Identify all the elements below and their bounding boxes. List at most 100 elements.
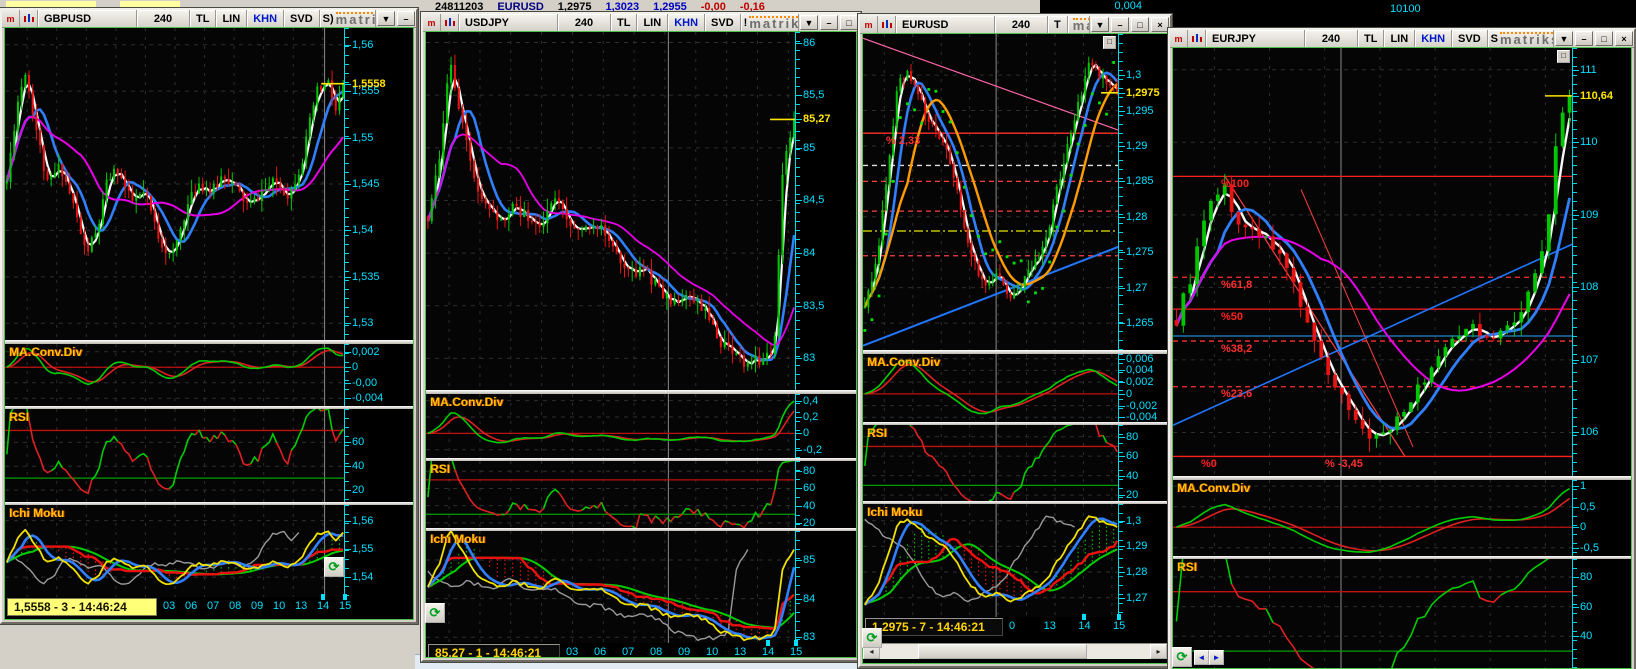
- indicator-panel-macd[interactable]: MA.Conv.Div 0,006 0,004 0,002 0 -0,002 -0,004: [863, 354, 1167, 422]
- matriks-logo-text: matriks: [335, 11, 375, 26]
- dropdown-button[interactable]: ▼: [1091, 17, 1109, 32]
- price-plot[interactable]: [426, 32, 796, 390]
- toolbar-button-240[interactable]: 240: [558, 14, 611, 31]
- rsi-plot[interactable]: [5, 409, 345, 502]
- fib-level-label: %38,2: [1221, 343, 1253, 355]
- scroll-track[interactable]: [880, 644, 1150, 659]
- indicator-panel-ichi[interactable]: Ichi Moku 1,56 1,55 1,54: [5, 505, 413, 597]
- toolbar-button-svd[interactable]: SVD: [284, 10, 320, 27]
- macd-plot[interactable]: [863, 354, 1119, 422]
- panel-maximize-button[interactable]: □: [1557, 50, 1570, 63]
- background-cell: [120, 1, 180, 8]
- minimize-button[interactable]: –: [1111, 17, 1129, 32]
- panel-maximize-button[interactable]: □: [1103, 36, 1116, 49]
- indicator-panel-rsi[interactable]: RSI 60 40 20: [5, 409, 413, 502]
- toolbar-button-lin[interactable]: LIN: [637, 14, 669, 31]
- system-menu-icon[interactable]: m: [2, 10, 20, 27]
- toolbar-button-khn[interactable]: KHN: [1415, 30, 1453, 47]
- chart-type-icon[interactable]: [878, 16, 896, 33]
- refresh-icon[interactable]: ⟳: [425, 603, 445, 623]
- toolbar-button-tl[interactable]: TL: [1358, 30, 1385, 47]
- macd-plot[interactable]: [5, 344, 345, 406]
- axis-label: 110: [1573, 136, 1598, 149]
- system-menu-icon[interactable]: m: [423, 14, 441, 31]
- rsi-plot[interactable]: [863, 425, 1119, 501]
- toolbar-button-240[interactable]: 240: [1305, 30, 1358, 47]
- fib-level-label: %50: [1221, 311, 1244, 323]
- axis-label: 85,5: [795, 89, 825, 102]
- nav-right-button[interactable]: ►: [1209, 650, 1224, 665]
- toolbar-button-lin[interactable]: LIN: [1384, 30, 1416, 47]
- indicator-panel-rsi[interactable]: RSI 80 60 40: [1173, 559, 1631, 669]
- price-chart-panel[interactable]: %100 %61,8 %50 %38,2 %23,6 %0 % -3,45 □ 111 110 10…: [1173, 48, 1631, 476]
- matriks-logo: S)matriks: [320, 10, 376, 27]
- toolbar-button-240[interactable]: 240: [137, 10, 190, 27]
- toolbar-button-khn[interactable]: KHN: [247, 10, 285, 27]
- dropdown-button[interactable]: ▼: [1555, 31, 1573, 46]
- maximize-button[interactable]: □: [1131, 17, 1149, 32]
- scroll-right-arrow[interactable]: ▸: [1150, 644, 1167, 659]
- close-button[interactable]: ×: [1615, 31, 1633, 46]
- axis-label: 0,5: [1572, 500, 1596, 513]
- time-axis-label: 09: [678, 646, 691, 658]
- indicator-panel-ichi[interactable]: Ichi Moku 1,3 1,29 1,28 1,27: [863, 504, 1167, 617]
- indicator-panel-macd[interactable]: MA.Conv.Div 0,4 0,2 0 -0,2: [426, 394, 856, 458]
- refresh-icon[interactable]: ⟳: [862, 628, 882, 648]
- ichi-plot[interactable]: [863, 504, 1119, 617]
- dropdown-button[interactable]: ▼: [377, 11, 395, 26]
- axis-minor-ticks: [796, 394, 800, 458]
- indicator-panel-rsi[interactable]: RSI 80 60 40 20: [426, 461, 856, 528]
- toolbar-button-svd[interactable]: SVD: [1452, 30, 1488, 47]
- price-chart-panel[interactable]: 86 85,5 85 84,5 84 83,5 83 85,27: [426, 32, 856, 390]
- value-axis: 0,006 0,004 0,002 0 -0,002 -0,004: [1118, 354, 1167, 422]
- refresh-icon[interactable]: ⟳: [324, 557, 344, 577]
- macd-plot[interactable]: [1173, 480, 1573, 556]
- maximize-button[interactable]: □: [1595, 31, 1613, 46]
- minimize-button[interactable]: –: [1575, 31, 1593, 46]
- price-plot[interactable]: [5, 28, 345, 340]
- axis-label: 60: [1118, 450, 1139, 463]
- chart-type-icon[interactable]: [441, 14, 459, 31]
- price-chart-panel[interactable]: 1,56 1,555 1,55 1,545 1,54 1,535 1,53 1,5558: [5, 28, 413, 340]
- axis-label: 80: [1118, 430, 1139, 443]
- maximize-button[interactable]: □: [840, 15, 858, 30]
- axis-label: 0: [344, 361, 359, 374]
- system-menu-icon[interactable]: m: [860, 16, 878, 33]
- scroll-thumb[interactable]: [917, 644, 1088, 659]
- ichi-plot[interactable]: [426, 531, 796, 643]
- value-axis: 111 110 109 108 107 106 110,64: [1572, 48, 1631, 476]
- axis-label: 1,27: [1118, 591, 1148, 604]
- chart-type-icon[interactable]: [1188, 30, 1206, 47]
- macd-plot[interactable]: [426, 394, 796, 458]
- minimize-button[interactable]: –: [820, 15, 838, 30]
- fib-level-label: %23,6: [1221, 388, 1253, 400]
- refresh-icon[interactable]: ⟳: [1172, 647, 1192, 667]
- price-chart-panel[interactable]: % 2,33 □ 1,3 1,295 1,29 1,285 1,28 1,275 1,27 1,2…: [863, 34, 1167, 350]
- indicator-panel-rsi[interactable]: RSI 80 60 40 20: [863, 425, 1167, 501]
- minimize-button[interactable]: –: [397, 11, 415, 26]
- close-button[interactable]: ×: [1151, 17, 1169, 32]
- time-axis-label: 14: [1078, 614, 1091, 632]
- price-plot[interactable]: [863, 34, 1119, 350]
- axis-minor-ticks: [345, 344, 349, 406]
- toolbar-button-240[interactable]: 240: [995, 16, 1048, 33]
- nav-left-button[interactable]: ◄: [1194, 650, 1209, 665]
- chart-type-icon[interactable]: [20, 10, 38, 27]
- toolbar-button-khn[interactable]: KHN: [668, 14, 706, 31]
- indicator-panel-macd[interactable]: MA.Conv.Div 0,002 0 -0,00 -0,004: [5, 344, 413, 406]
- toolbar-button-lin[interactable]: LIN: [216, 10, 248, 27]
- rsi-plot[interactable]: [1173, 559, 1573, 669]
- price-plot[interactable]: [1173, 48, 1573, 476]
- indicator-panel-macd[interactable]: MA.Conv.Div 1 0,5 0 -0,5: [1173, 480, 1631, 556]
- indicator-panel-ichi[interactable]: Ichi Moku 85 84 83: [426, 531, 856, 643]
- toolbar-button-tl[interactable]: TL: [190, 10, 217, 27]
- rsi-plot[interactable]: [426, 461, 796, 528]
- toolbar-button-t[interactable]: T: [1048, 16, 1068, 33]
- system-menu-icon[interactable]: m: [1170, 30, 1188, 47]
- dropdown-button[interactable]: ▼: [800, 15, 818, 30]
- ichi-plot[interactable]: [5, 505, 345, 597]
- time-axis-label: 10: [706, 646, 719, 658]
- toolbar-button-tl[interactable]: TL: [611, 14, 638, 31]
- toolbar-button-svd[interactable]: SVD: [705, 14, 741, 31]
